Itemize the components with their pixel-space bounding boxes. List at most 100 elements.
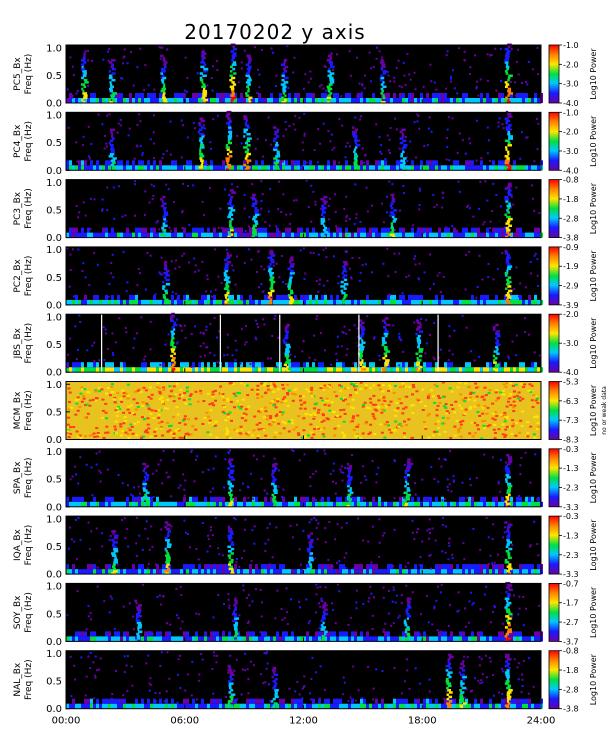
spectrogram-cell [289,274,293,277]
spectrogram-cell [87,98,90,103]
spectrogram-cell [373,433,377,436]
spectrogram-cell [72,227,75,233]
spectrogram-cell [270,296,273,299]
spectrogram-cell [156,385,160,388]
spectrogram-cell [144,227,147,233]
spectrogram-cell [534,294,537,300]
spectrogram-cell [355,146,358,149]
spectrogram-cell [453,425,457,428]
spectrogram-cell [144,471,147,475]
spectrogram-cell [78,362,81,368]
spectrogram-cell [243,165,246,171]
spectrogram-cell [222,367,225,373]
spectrogram-cell [346,475,349,478]
spectrogram-cell [111,530,117,533]
spectrogram-cell [177,232,180,238]
spectrogram-cell [204,501,207,507]
spectrogram-cell [284,326,289,329]
spectrogram-cell [201,299,204,305]
spectrogram-cell [444,458,447,461]
spectrogram-cell [129,98,132,103]
spectrogram-cell [398,209,401,212]
spectrogram-cell [444,299,447,305]
spectrogram-cell [222,93,225,98]
spectrogram-cell [519,299,522,305]
spectrogram-cell [204,569,207,575]
spectrogram-cell [175,292,178,295]
spectrogram-cell [444,564,447,570]
spectrogram-cell [269,563,272,566]
spectrogram-cell [506,256,511,259]
spectrogram-cell [504,213,507,217]
spectrogram-cell [372,525,375,528]
spectrogram-cell [354,496,357,502]
spectrogram-cell [93,496,96,502]
spectrogram-cell [417,294,420,300]
spectrogram-cell [212,423,216,426]
spectrogram-cell [408,274,411,277]
spectrogram-cell [504,155,509,158]
spectrogram-cell [138,165,141,171]
spectrogram-cell [456,386,460,389]
spectrogram-cell [156,299,159,305]
spectrogram-cell [326,101,330,104]
spectrogram-cell [75,569,78,575]
spectrogram-cell [384,330,389,333]
spectrogram-cell [165,183,168,186]
spectrogram-cell [201,96,206,100]
spectrogram-cell [301,350,304,353]
spectrogram-cell [451,408,455,411]
spectrogram-cell [240,428,244,431]
spectrogram-cell [227,504,233,508]
spectrogram-cell [513,288,516,291]
spectrogram-cell [256,384,260,387]
spectrogram-cell [458,404,462,407]
spectrogram-cell [203,70,208,73]
spectrogram-cell [294,128,297,131]
spectrogram-cell [256,388,260,391]
spectrogram-cell [201,227,204,233]
spectrogram-cell [261,569,264,575]
spectrogram-cell [446,50,449,53]
spectrogram-cell [261,160,264,166]
spectrogram-cell [168,429,172,432]
spectrogram-cell [262,290,265,293]
spectrogram-cell [111,538,115,542]
spectrogram-cell [76,160,79,163]
spectrogram-cell [180,98,183,103]
spectrogram-cell [384,227,387,233]
spectrogram-cell [443,405,447,408]
spectrogram-cell [289,353,292,356]
spectrogram-cell [136,421,140,424]
spectrogram-cell [279,294,282,300]
spectrogram-cell [132,98,135,103]
spectrogram-cell [417,299,420,305]
spectrogram-cell [249,294,252,300]
spectrogram-cell [354,362,357,368]
spectrogram-cell [423,299,426,305]
spectrogram-cell [400,159,406,162]
spectrogram-cell [477,165,480,171]
spectrogram-cell [171,326,175,329]
spectrogram-cell [69,367,72,373]
spectrogram-cell [508,74,513,77]
spectrogram-cell [309,160,312,166]
spectrogram-cell [380,403,384,406]
spectrogram-cell [304,272,307,275]
spectrogram-cell [303,299,306,305]
spectrogram-cell [474,227,477,233]
spectrogram-cell [269,415,273,418]
spectrogram-cell [430,567,433,570]
spectrogram-cell [269,298,273,301]
spectrogram-cell [420,98,423,103]
spectrogram-cell [381,202,384,205]
spectrogram-cell [160,198,163,201]
spectrogram-cell [162,92,166,95]
spectrogram-cell [323,202,327,205]
spectrogram-cell [180,165,183,171]
spectrogram-cell [504,478,508,481]
spectrogram-cell [105,232,108,238]
spectrogram-cell [453,434,457,437]
spectrogram-cell [356,327,359,330]
spectrogram-cell [278,432,282,435]
